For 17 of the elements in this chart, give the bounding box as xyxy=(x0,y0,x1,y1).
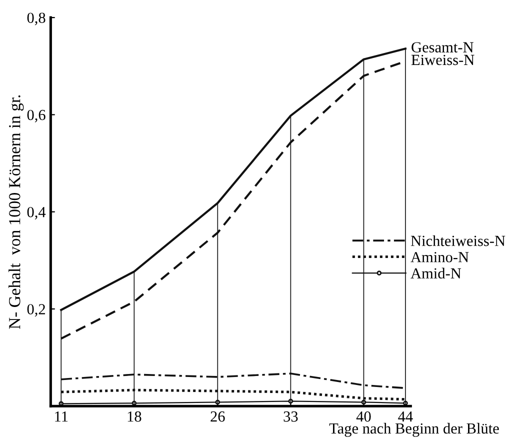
legend-label: Nichteiweiss-N xyxy=(410,235,506,246)
x-tick-label: 11 xyxy=(55,411,68,422)
legend-label: Amino-N xyxy=(410,252,469,262)
annotation: Eiweiss-N xyxy=(411,54,474,66)
y-axis-title: N- Gehalt von 1000 Körnern in gr. xyxy=(8,95,24,329)
annotation: Gesamt-N xyxy=(412,42,474,52)
y-tick-label: 0,8 xyxy=(27,12,46,26)
x-axis-title: Tage nach Beginn der Blüte xyxy=(329,422,499,437)
y-tick-label: 0,6 xyxy=(27,110,46,122)
x-tick-label: 44 xyxy=(398,411,413,422)
legend-label: Amid-N xyxy=(410,268,462,279)
x-tick-label: 26 xyxy=(210,411,225,422)
x-tick-label: 40 xyxy=(356,411,371,422)
x-tick-label: 33 xyxy=(284,411,298,422)
x-tick-label: 18 xyxy=(128,411,142,422)
y-tick-label: 0,2 xyxy=(27,304,45,317)
y-tick-label: 0,4 xyxy=(27,206,46,220)
